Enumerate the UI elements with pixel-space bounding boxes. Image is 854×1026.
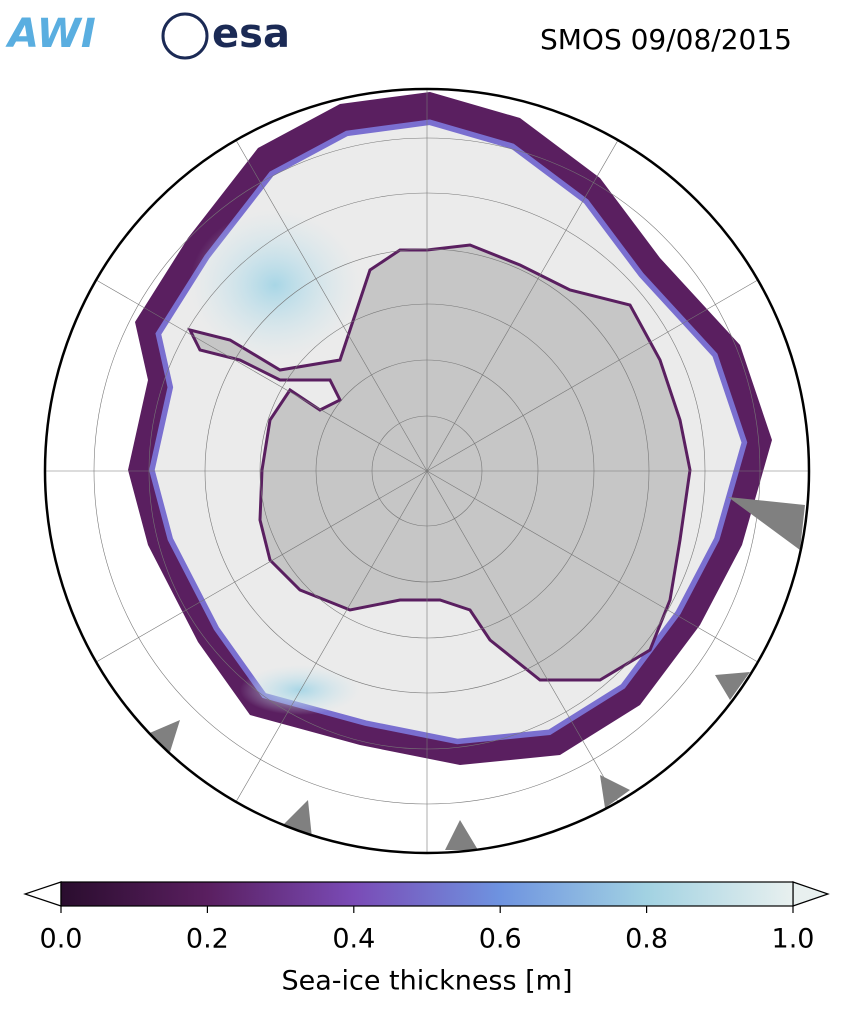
- colorbar-over: [792, 881, 830, 907]
- colorbar: Sea-ice thickness [m] 0.0 0.2 0.4 0.6 0.8 1.0: [23, 881, 830, 997]
- map: [45, 89, 809, 853]
- awi-logo: AWI: [5, 11, 96, 57]
- colorbar-label: Sea-ice thickness [m]: [281, 966, 572, 997]
- antarctica: [187, 243, 692, 682]
- esa-logo-mark: [161, 12, 209, 60]
- graticule: [45, 89, 809, 853]
- colorbar-tick-label: 0.8: [625, 924, 668, 955]
- colorbar-body: [60, 881, 794, 907]
- esa-logo: esa: [212, 11, 290, 57]
- title: SMOS 09/08/2015: [540, 23, 792, 56]
- meridian: [96, 279, 758, 663]
- colorbar-tick-label: 0.2: [186, 924, 229, 955]
- map-frame: [43, 87, 811, 855]
- colorbar-tick-label: 1.0: [772, 924, 815, 955]
- colorbar-tick-label: 0.4: [332, 924, 375, 955]
- colorbar-tick-label: 0.0: [40, 924, 83, 955]
- colorbar-tick-label: 0.6: [479, 924, 522, 955]
- colorbar-under: [23, 881, 62, 907]
